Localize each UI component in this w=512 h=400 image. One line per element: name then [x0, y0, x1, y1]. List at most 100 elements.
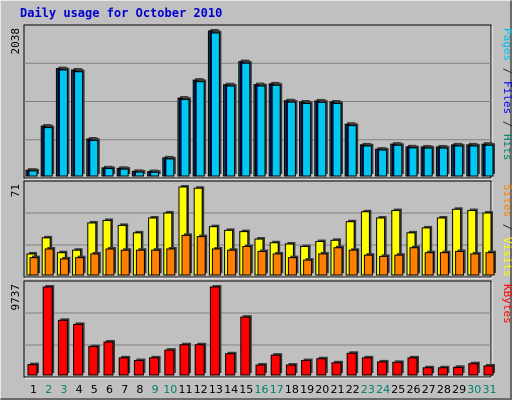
sites-bar-face	[227, 249, 237, 276]
pages-bar-face	[332, 102, 342, 177]
kbytes-bar-face	[331, 362, 342, 376]
sites-bar-face	[257, 250, 267, 276]
y-max-label: 9737	[9, 284, 22, 311]
sites-bar	[44, 246, 56, 276]
x-tick-label: 7	[121, 383, 128, 396]
sites-bar-face	[135, 249, 145, 276]
sites-bar	[272, 251, 284, 276]
sites-bar-face	[59, 258, 69, 276]
sites-bar-face	[287, 257, 297, 276]
kbytes-bar	[377, 359, 389, 376]
pages-bar-face	[195, 81, 205, 177]
pages-bar	[28, 168, 39, 177]
pages-bar	[104, 166, 115, 177]
x-tick-label: 19	[300, 383, 314, 396]
kbytes-bar-face	[209, 286, 220, 376]
kbytes-bar	[225, 351, 237, 376]
pages-bar-face	[28, 170, 38, 177]
sites-bar-face	[211, 248, 221, 276]
kbytes-bar	[27, 362, 39, 376]
sites-bar	[287, 255, 299, 276]
pages-bar-face	[378, 149, 388, 177]
sites-bar	[90, 251, 101, 276]
kbytes-bar-face	[225, 353, 236, 376]
kbytes-bar	[179, 342, 191, 376]
kbytes-bar-face	[164, 349, 175, 376]
kbytes-bar	[483, 363, 495, 376]
x-tick-label: 18	[285, 383, 299, 396]
kbytes-bar	[437, 365, 450, 376]
x-tick-label: 23	[361, 383, 375, 396]
pages-bar	[302, 101, 313, 177]
sites-bar	[105, 246, 116, 276]
sites-bar-face	[470, 253, 480, 276]
pages-bar-face	[469, 145, 479, 177]
pages-bar-face	[150, 171, 160, 177]
kbytes-bar-face	[73, 323, 84, 376]
x-tick-label: 21	[331, 383, 345, 396]
legend-files: Files	[501, 81, 512, 114]
x-tick-label: 28	[437, 383, 451, 396]
kbytes-bar	[285, 363, 298, 376]
kbytes-bar	[331, 360, 343, 376]
kbytes-bar-face	[285, 364, 296, 376]
pages-bar-face	[165, 158, 175, 177]
legend-hits: Hits	[501, 134, 512, 161]
pages-bar	[484, 143, 495, 177]
sites-bar-face	[303, 259, 313, 276]
kbytes-bar	[88, 344, 100, 376]
pages-bar-face	[119, 168, 129, 177]
kbytes-bar-face	[149, 357, 160, 376]
sites-bar-face	[272, 253, 282, 276]
pages-bar	[271, 83, 283, 177]
kbytes-bar	[270, 353, 283, 376]
kbytes-bar	[149, 355, 161, 376]
sites-bar	[394, 253, 405, 276]
sites-bar-face	[120, 249, 130, 276]
sites-bar-face	[363, 254, 373, 276]
kbytes-bar	[453, 365, 465, 376]
sites-bar	[379, 254, 390, 276]
pages-bar-face	[408, 147, 418, 177]
sites-bar	[257, 249, 268, 276]
legend: KBytes	[501, 284, 512, 324]
pages-bar	[165, 156, 176, 177]
kbytes-bar-face	[361, 357, 372, 376]
pages-bar-face	[104, 168, 114, 177]
kbytes-bar-face	[301, 360, 312, 376]
pages-bar-face	[454, 145, 464, 177]
y-max-label: 2038	[9, 28, 22, 55]
pages-bar	[256, 83, 267, 177]
kbytes-bar	[346, 351, 359, 376]
pages-bar	[362, 143, 374, 177]
kbytes-bar-face	[255, 364, 266, 376]
sites-bar-face	[455, 250, 465, 276]
pages-bar-face	[484, 144, 494, 177]
x-tick-label: 24	[376, 383, 390, 396]
legend-kbytes: KBytes	[501, 284, 512, 324]
pages-bar	[150, 170, 161, 177]
sites-bar	[455, 249, 466, 276]
pages-bar	[469, 143, 480, 177]
pages-bar-face	[256, 85, 266, 177]
kbytes-bar-face	[377, 361, 388, 376]
kbytes-bar	[301, 358, 313, 376]
sites-bar-face	[44, 248, 54, 276]
pages-bar	[423, 146, 435, 177]
sites-bar-face	[90, 253, 100, 276]
sites-bar	[363, 253, 375, 276]
pages-bar	[332, 101, 343, 177]
kbytes-bar-face	[88, 346, 99, 376]
kbytes-bar	[468, 361, 480, 376]
pages-bar	[210, 30, 222, 177]
kbytes-bar	[392, 360, 404, 376]
pages-bar	[454, 143, 465, 177]
sites-bar	[29, 255, 40, 276]
kbytes-bar	[209, 285, 222, 376]
pages-bar	[119, 167, 131, 177]
legend: Pages / Files / Hits	[501, 28, 512, 161]
x-tick-label: 10	[163, 383, 177, 396]
sites-bar-face	[105, 248, 115, 276]
legend: Sites / Visits	[501, 184, 512, 277]
